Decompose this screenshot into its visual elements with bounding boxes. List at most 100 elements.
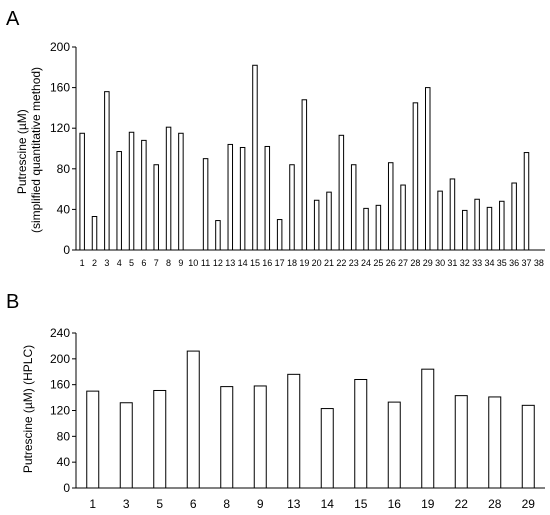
x-tick-label: 14 (321, 497, 335, 511)
bar-23 (350, 164, 357, 251)
panel-b-label: B (6, 291, 19, 313)
x-tick-label: 12 (213, 258, 223, 268)
bar-13 (287, 373, 301, 489)
bar-32 (462, 209, 468, 251)
bar-30 (437, 190, 443, 251)
x-tick-label: 9 (178, 258, 183, 268)
bar-8 (165, 126, 172, 251)
bar-7 (153, 164, 159, 251)
x-tick-label: 15 (354, 497, 368, 511)
bar-33 (474, 198, 480, 251)
bar-6 (141, 139, 147, 251)
panel-b-bars (86, 350, 535, 489)
x-tick-label: 9 (257, 497, 264, 511)
x-tick-label: 17 (275, 258, 285, 268)
x-tick-label: 21 (324, 258, 334, 268)
x-tick-label: 3 (104, 258, 109, 268)
x-tick-label: 20 (312, 258, 322, 268)
bar-28 (488, 396, 502, 489)
bar-13 (227, 143, 234, 251)
x-tick-label: 16 (262, 258, 272, 268)
x-tick-label: 27 (398, 258, 408, 268)
x-tick-label: 31 (447, 258, 457, 268)
bar-18 (289, 164, 295, 251)
bar-16 (264, 145, 271, 251)
panel-b: B Putrescine (µM) (HPLC) 0 40 80 120 160 200 2… (6, 291, 545, 511)
bar-4 (116, 151, 122, 251)
bar-2 (91, 216, 98, 251)
x-tick-label: 14 (238, 258, 248, 268)
x-tick-label: 13 (287, 497, 301, 511)
x-tick-label: 36 (509, 258, 519, 268)
panel-b-ylabel: Putrescine (µM) (HPLC) (21, 345, 35, 473)
x-tick-label: 29 (423, 258, 433, 268)
y-tick-label: 120 (50, 121, 70, 135)
x-tick-label: 16 (388, 497, 402, 511)
bar-25 (375, 204, 382, 251)
bar-22 (338, 134, 345, 251)
bar-22 (454, 395, 468, 489)
bar-26 (387, 162, 394, 251)
x-tick-label: 33 (472, 258, 482, 268)
bar-16 (387, 401, 401, 489)
bar-15 (252, 64, 258, 251)
y-tick-label: 0 (63, 243, 70, 257)
bar-19 (421, 368, 435, 489)
panel-a: A Putrescine (µM) (simplified quantitati… (6, 8, 545, 268)
y-tick-label: 120 (50, 404, 70, 418)
x-tick-label: 3 (123, 497, 130, 511)
panel-a-bars (79, 64, 530, 251)
x-tick-label: 22 (455, 497, 469, 511)
bar-5 (128, 131, 135, 251)
y-tick-label: 40 (57, 455, 71, 469)
y-tick-label: 160 (50, 378, 70, 392)
bar-5 (153, 389, 167, 489)
panel-a-x-ticks: 1 2 3 4 5 6 7 8 9 10 11 12 13 14 15 16 17 18 19 20 21 22 23 24 2… (80, 258, 544, 268)
x-tick-label: 32 (460, 258, 470, 268)
x-tick-label: 5 (129, 258, 134, 268)
x-tick-label: 18 (287, 258, 297, 268)
x-tick-label: 19 (299, 258, 309, 268)
y-tick-label: 240 (50, 326, 70, 340)
x-tick-label: 8 (166, 258, 171, 268)
bar-20 (313, 199, 320, 251)
x-tick-label: 30 (435, 258, 445, 268)
x-tick-label: 25 (373, 258, 383, 268)
bar-15 (354, 379, 368, 489)
bar-17 (276, 219, 283, 251)
x-tick-label: 6 (141, 258, 146, 268)
x-tick-label: 13 (225, 258, 235, 268)
bar-34 (486, 206, 493, 251)
bar-12 (215, 220, 221, 251)
bar-3 (119, 402, 133, 489)
bar-27 (400, 184, 406, 251)
x-tick-label: 37 (521, 258, 531, 268)
panel-a-ylabel: Putrescine (µM) (simplified quantitative… (15, 67, 43, 233)
bar-35 (499, 200, 505, 251)
x-tick-label: 28 (410, 258, 420, 268)
bar-3 (104, 91, 110, 251)
panel-b-ylabel-line1: Putrescine (µM) (HPLC) (21, 345, 35, 473)
bar-21 (326, 191, 332, 251)
x-tick-label: 5 (156, 497, 163, 511)
bar-14 (320, 408, 334, 489)
x-tick-label: 15 (250, 258, 260, 268)
panel-b-x-ticks: 1 3 5 6 8 9 13 14 15 16 19 22 28 29 (89, 497, 535, 511)
x-tick-label: 35 (497, 258, 507, 268)
y-tick-label: 200 (50, 352, 70, 366)
panel-b-y-ticks: 0 40 80 120 160 200 240 (50, 326, 76, 495)
bar-6 (186, 350, 200, 489)
x-tick-label: 19 (421, 497, 435, 511)
x-tick-label: 24 (361, 258, 371, 268)
x-tick-label: 10 (188, 258, 198, 268)
y-tick-label: 0 (63, 481, 70, 495)
panel-a-ylabel-line1: Putrescine (µM) (15, 109, 29, 194)
y-tick-label: 40 (57, 202, 71, 216)
panel-a-y-ticks: 0 40 80 120 160 200 (50, 40, 76, 257)
bar-8 (220, 386, 234, 489)
bar-28 (412, 102, 419, 251)
bar-9 (253, 385, 267, 489)
bar-1 (86, 390, 100, 489)
bar-31 (449, 178, 456, 251)
